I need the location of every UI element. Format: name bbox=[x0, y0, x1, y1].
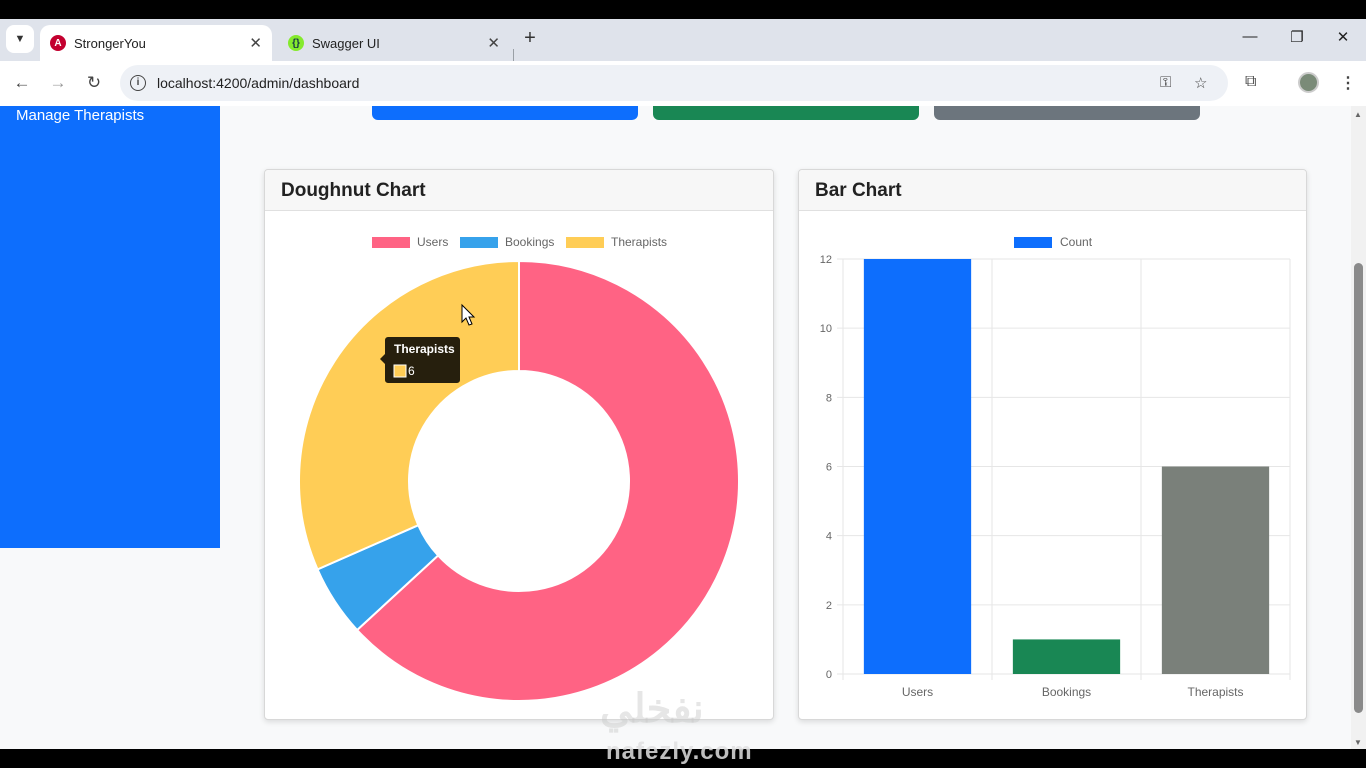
forward-icon[interactable]: → bbox=[49, 73, 67, 92]
y-tick-label: 0 bbox=[826, 669, 832, 681]
url-text[interactable]: localhost:4200/admin/dashboard bbox=[157, 75, 360, 91]
legend-label[interactable]: Users bbox=[417, 235, 448, 249]
tab-strongeryou[interactable]: A StrongerYou ✕ bbox=[40, 25, 272, 61]
y-tick-label: 8 bbox=[826, 392, 832, 404]
legend-swatch[interactable] bbox=[1014, 237, 1052, 248]
bar-therapists[interactable] bbox=[1161, 466, 1270, 675]
scrollbar-thumb[interactable] bbox=[1354, 263, 1363, 713]
bottom-letterbox bbox=[0, 749, 1366, 768]
tab-swagger-ui[interactable]: {} Swagger UI ✕ bbox=[278, 25, 510, 61]
y-tick-label: 4 bbox=[826, 531, 832, 543]
new-tab-button[interactable]: + bbox=[524, 26, 536, 49]
browser-toolbar: ← → ↻ i localhost:4200/admin/dashboard ⚿… bbox=[0, 61, 1366, 106]
swagger-icon: {} bbox=[288, 35, 304, 51]
y-tick-label: 6 bbox=[826, 462, 832, 474]
chevron-down-icon: ▼ bbox=[14, 33, 26, 45]
browser-tab-strip: ▼ A StrongerYou ✕ {} Swagger UI ✕ bbox=[0, 19, 1366, 65]
x-tick-label: Users bbox=[902, 685, 933, 699]
bar-bookings[interactable] bbox=[1012, 639, 1121, 674]
mouse-cursor-icon bbox=[461, 303, 476, 326]
page-scrollbar[interactable]: ▲ ▼ bbox=[1351, 106, 1366, 749]
watermark-logo: نفخلي bbox=[600, 687, 704, 731]
extensions-icon[interactable]: ⧉ bbox=[1245, 73, 1257, 90]
back-icon[interactable]: ← bbox=[13, 73, 31, 92]
angular-icon: A bbox=[50, 35, 66, 51]
tab-separator bbox=[513, 49, 514, 65]
chart-tooltip: Therapists 6 bbox=[380, 337, 460, 383]
address-bar[interactable]: i localhost:4200/admin/dashboard ⚿ ☆ bbox=[120, 65, 1228, 101]
close-icon[interactable]: ✕ bbox=[487, 35, 500, 52]
page-viewport: Manage Therapists Doughnut Chart Users Bo… bbox=[0, 106, 1366, 749]
tooltip-title: Therapists bbox=[394, 342, 455, 356]
y-tick-label: 12 bbox=[820, 254, 832, 266]
bookmark-star-icon[interactable]: ☆ bbox=[1194, 75, 1208, 92]
admin-sidebar: Manage Therapists bbox=[0, 106, 220, 548]
bar-users[interactable] bbox=[863, 259, 972, 674]
bar-chart: Count 0 2 4 6 8 10 12 Users Bookings Therapists bbox=[820, 235, 1291, 699]
doughnut-chart-card: Doughnut Chart Users Bookings Therapists Th… bbox=[264, 169, 774, 720]
bookings-summary-card[interactable] bbox=[653, 106, 919, 120]
legend-swatch[interactable] bbox=[372, 237, 410, 248]
therapists-summary-card[interactable] bbox=[934, 106, 1200, 120]
doughnut-slice-therapists[interactable] bbox=[298, 259, 520, 571]
sidebar-item-manage-therapists[interactable]: Manage Therapists bbox=[16, 107, 145, 124]
site-info-icon[interactable]: i bbox=[130, 75, 146, 91]
restore-icon[interactable]: ❐ bbox=[1290, 29, 1304, 46]
users-summary-card[interactable] bbox=[372, 106, 638, 120]
card-title: Doughnut Chart bbox=[265, 170, 773, 211]
legend-label[interactable]: Count bbox=[1060, 235, 1093, 249]
legend-label[interactable]: Therapists bbox=[611, 235, 667, 249]
legend-swatch[interactable] bbox=[566, 237, 604, 248]
watermark-url: nafezly.com bbox=[606, 738, 753, 765]
scroll-up-icon[interactable]: ▲ bbox=[1354, 110, 1362, 119]
legend-label[interactable]: Bookings bbox=[505, 235, 554, 249]
doughnut-slice-users[interactable] bbox=[355, 259, 740, 702]
card-title: Bar Chart bbox=[799, 170, 1306, 211]
legend-swatch[interactable] bbox=[460, 237, 498, 248]
x-tick-label: Bookings bbox=[1042, 685, 1091, 699]
tab-title: Swagger UI bbox=[312, 35, 380, 51]
y-tick-label: 10 bbox=[820, 323, 832, 335]
tooltip-swatch bbox=[393, 364, 407, 378]
profile-avatar[interactable] bbox=[1298, 72, 1319, 93]
tab-title: StrongerYou bbox=[74, 35, 146, 51]
y-tick-label: 2 bbox=[826, 600, 832, 612]
minimize-icon[interactable]: — bbox=[1242, 28, 1258, 45]
scroll-down-icon[interactable]: ▼ bbox=[1354, 738, 1362, 747]
close-window-icon[interactable]: ✕ bbox=[1336, 29, 1350, 46]
tab-search-button[interactable]: ▼ bbox=[6, 25, 34, 53]
tooltip-value: 6 bbox=[408, 364, 415, 378]
close-icon[interactable]: ✕ bbox=[249, 35, 262, 52]
doughnut-chart: Users Bookings Therapists Therapists 6 bbox=[298, 235, 740, 702]
x-tick-label: Therapists bbox=[1187, 685, 1243, 699]
reload-icon[interactable]: ↻ bbox=[86, 73, 102, 92]
password-key-icon[interactable]: ⚿ bbox=[1160, 74, 1172, 91]
more-menu-icon[interactable]: ⋮ bbox=[1340, 75, 1356, 92]
bar-chart-card: Bar Chart Count 0 2 4 6 8 10 12 Users Bookings The… bbox=[798, 169, 1307, 720]
